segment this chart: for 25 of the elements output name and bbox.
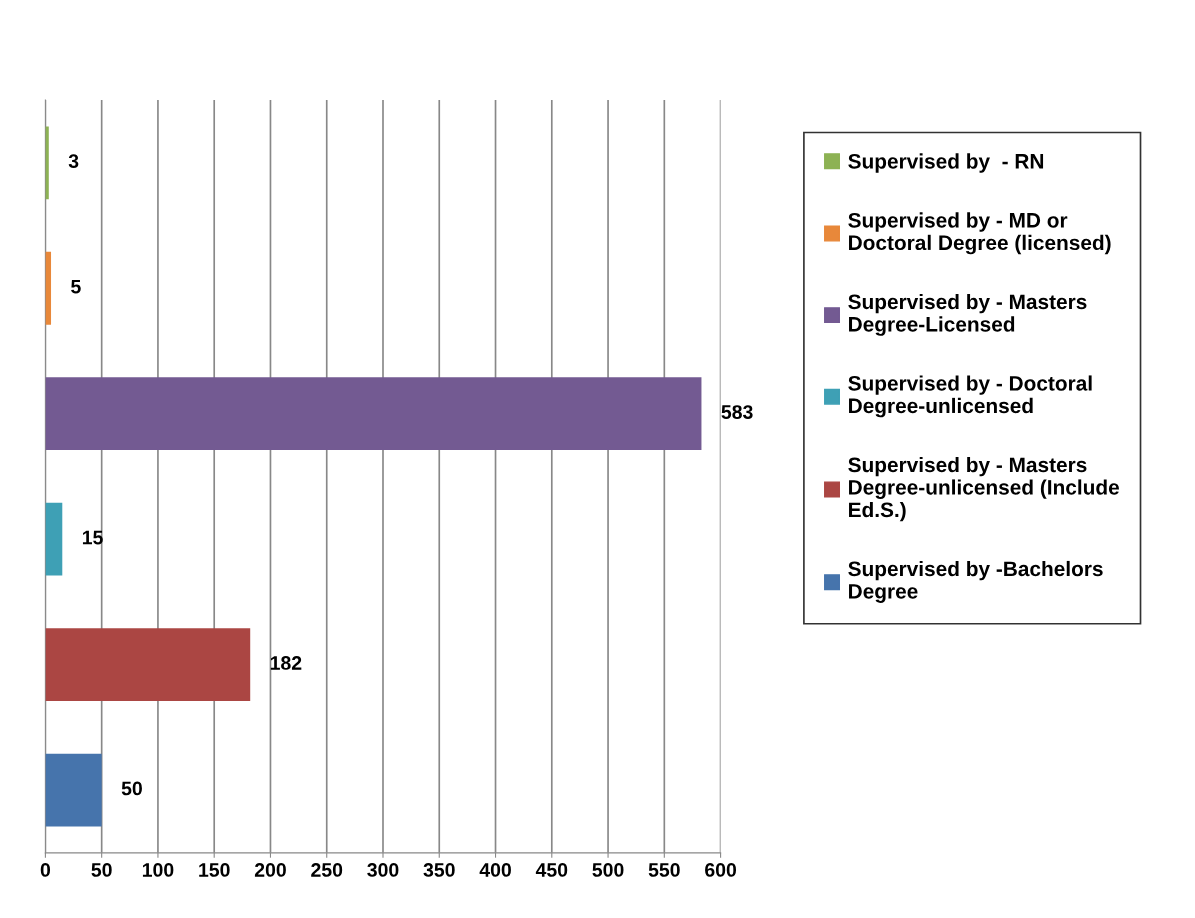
data-label: 3	[68, 154, 79, 169]
data-label: 583	[721, 405, 753, 419]
legend-label: Supervised by - Masters Degree-Licensed	[848, 293, 1087, 336]
data-label: 5	[71, 279, 81, 294]
x-tick-label: 550	[648, 863, 680, 877]
x-tick-label: 150	[199, 863, 230, 877]
legend-label: Supervised by -Bachelors Degree	[848, 560, 1103, 603]
x-tick-label: 300	[367, 863, 399, 877]
legend-label: Supervised by - Masters Degree-unlicensed (Include Ed.S.)	[848, 456, 1119, 522]
x-tick-label: 350	[423, 863, 455, 877]
x-tick-label: 200	[254, 863, 286, 877]
x-tick-label: 450	[535, 863, 568, 877]
x-tick-label: 50	[91, 863, 112, 877]
x-tick-label: 250	[311, 863, 343, 877]
x-tick-label: 600	[705, 863, 737, 877]
x-tick-label: 0	[40, 863, 51, 877]
x-tick-label: 400	[479, 863, 511, 877]
legend-label: Supervised by - MD or Doctoral Degree (licensed)	[848, 212, 1111, 255]
data-label: 50	[121, 781, 142, 796]
data-label: 182	[270, 656, 302, 670]
legend-label: Supervised by - Doctoral Degree-unlicensed	[848, 375, 1092, 418]
legend-label: Supervised by - RN	[848, 153, 1044, 173]
x-tick-label: 500	[592, 863, 624, 877]
data-label: 15	[82, 530, 103, 545]
x-tick-label: 100	[142, 863, 174, 877]
